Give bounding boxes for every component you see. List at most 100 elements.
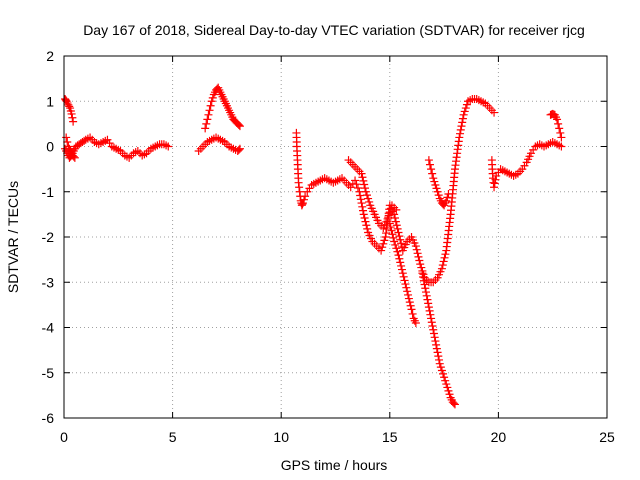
data-point xyxy=(201,124,210,133)
y-tick-label: -1 xyxy=(42,184,55,200)
data-point xyxy=(203,115,212,124)
data-point xyxy=(404,294,413,303)
data-point xyxy=(424,156,433,165)
data-point xyxy=(401,280,410,289)
data-point xyxy=(503,168,512,177)
data-point xyxy=(69,117,78,126)
data-point xyxy=(96,139,105,148)
data-point xyxy=(360,213,369,222)
data-point xyxy=(424,303,433,312)
series-evening-top xyxy=(546,109,566,142)
data-point xyxy=(550,139,559,148)
data-point xyxy=(122,152,131,161)
data-point xyxy=(413,249,422,258)
data-point xyxy=(431,275,440,284)
data-point xyxy=(443,383,452,392)
data-point xyxy=(393,247,402,256)
data-point xyxy=(201,140,210,149)
data-point xyxy=(370,239,379,248)
data-point xyxy=(459,110,468,119)
data-point xyxy=(436,267,445,276)
data-point xyxy=(206,101,215,110)
data-point xyxy=(109,143,118,152)
data-point xyxy=(408,309,417,318)
data-point xyxy=(295,183,304,192)
y-tick-label: 0 xyxy=(46,139,54,155)
data-point xyxy=(379,239,388,248)
data-point xyxy=(204,110,213,119)
data-point xyxy=(432,340,441,349)
data-point xyxy=(551,113,560,122)
data-point xyxy=(487,106,496,115)
data-point xyxy=(429,174,438,183)
series-late-deep xyxy=(418,269,459,409)
data-point xyxy=(445,390,454,399)
data-point xyxy=(430,177,439,186)
data-point xyxy=(403,287,412,296)
data-point xyxy=(385,208,394,217)
data-point xyxy=(429,325,438,334)
data-point xyxy=(358,173,367,182)
data-point xyxy=(427,314,436,323)
data-point xyxy=(404,290,413,299)
data-point xyxy=(405,235,414,244)
data-point xyxy=(234,145,243,154)
data-point xyxy=(356,195,365,204)
data-point xyxy=(491,175,500,184)
chart-title: Day 167 of 2018, Sidereal Day-to-day VTE… xyxy=(83,22,585,38)
data-point xyxy=(490,179,499,188)
series-pm-upper xyxy=(201,83,244,133)
data-point xyxy=(322,175,331,184)
y-tick-label: -6 xyxy=(42,410,55,426)
data-point xyxy=(300,195,309,204)
data-point xyxy=(335,175,344,184)
data-point xyxy=(389,233,398,242)
data-point xyxy=(397,265,406,274)
data-point xyxy=(63,99,72,108)
data-point xyxy=(221,99,230,108)
tick-layer: 0 5 10 15 20 25 -6 -5 -4 -3 -2 -1 0 1 2 xyxy=(42,48,615,445)
data-point xyxy=(392,244,401,253)
data-point xyxy=(483,101,492,110)
x-tick-label: 15 xyxy=(382,429,398,445)
data-point xyxy=(293,151,302,160)
data-point xyxy=(361,187,370,196)
series-late-branch-dip xyxy=(385,219,420,327)
data-point xyxy=(396,258,405,267)
data-point xyxy=(424,299,433,308)
data-point xyxy=(377,221,386,230)
data-point xyxy=(162,141,171,150)
grid-layer xyxy=(64,56,607,418)
data-point xyxy=(556,128,565,137)
data-point xyxy=(435,359,444,368)
data-point xyxy=(474,96,483,105)
data-point xyxy=(419,272,428,281)
data-point xyxy=(219,94,228,103)
data-point xyxy=(205,106,214,115)
data-point xyxy=(340,176,349,185)
data-point xyxy=(418,269,427,278)
data-point xyxy=(410,316,419,325)
data-point xyxy=(364,194,373,203)
data-point xyxy=(456,125,465,134)
data-point xyxy=(391,213,400,222)
data-point xyxy=(394,228,403,237)
data-point xyxy=(361,217,370,226)
data-point xyxy=(461,104,470,113)
data-point xyxy=(542,141,551,150)
data-point xyxy=(435,355,444,364)
x-axis-label: GPS time / hours xyxy=(281,457,388,473)
data-point xyxy=(293,165,302,174)
data-point xyxy=(529,145,538,154)
y-tick-label: 1 xyxy=(46,93,54,109)
data-point xyxy=(405,298,414,307)
data-point xyxy=(458,118,467,127)
x-tick-label: 25 xyxy=(599,429,615,445)
data-point xyxy=(369,207,378,216)
x-tick-label: 20 xyxy=(491,429,507,445)
data-points xyxy=(61,83,566,409)
data-point xyxy=(83,134,92,143)
data-point xyxy=(363,224,372,233)
data-point xyxy=(65,102,74,111)
